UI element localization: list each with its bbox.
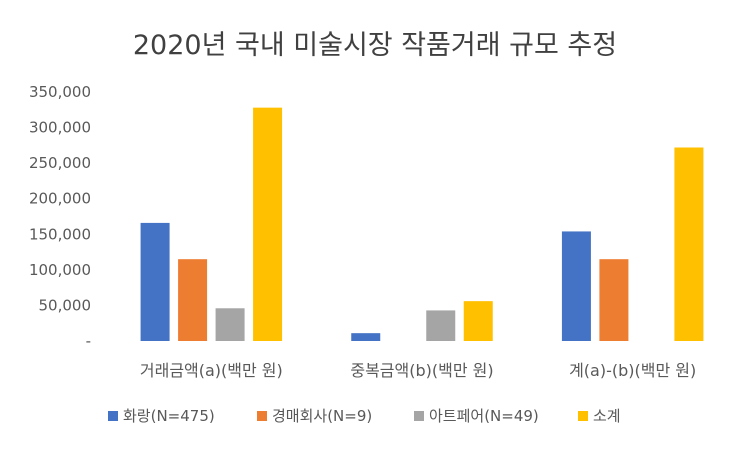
bar-4-1 [253, 107, 283, 341]
chart-title: 2020년 국내 미술시장 작품거래 규모 추정 [133, 30, 617, 61]
legend-label: 소계 [593, 407, 621, 425]
x-axis: 거래금액(a)(백만 원) 중복금액(b)(백만 원) 계(a)-(b)(백만 원) [140, 361, 696, 380]
category-label: 계(a)-(b)(백만 원) [569, 361, 696, 380]
bar-1-2 [351, 333, 381, 341]
bar-2-1 [178, 259, 208, 341]
legend-label: 아트페어(N=49) [429, 407, 539, 425]
category-label: 거래금액(a)(백만 원) [140, 361, 283, 380]
legend-swatch [108, 411, 118, 421]
bar-4-3 [674, 147, 704, 341]
legend-swatch [578, 411, 588, 421]
bar-1-3 [561, 231, 591, 341]
y-tick-label: 200,000 [29, 190, 91, 208]
legend: 화랑(N=475) 경매회사(N=9) 아트페어(N=49) 소계 [108, 407, 621, 425]
bar-3-1 [215, 308, 245, 341]
bar-3-2 [426, 310, 456, 341]
y-tick-label: 100,000 [29, 261, 91, 279]
y-tick-label: 300,000 [29, 119, 91, 137]
y-tick-label: - [86, 332, 91, 350]
y-tick-label: 150,000 [29, 225, 91, 243]
legend-swatch [414, 411, 424, 421]
legend-label: 경매회사(N=9) [272, 407, 372, 425]
legend-label: 화랑(N=475) [123, 407, 215, 425]
y-tick-label: 250,000 [29, 154, 91, 172]
bar-1-1 [140, 222, 170, 341]
y-tick-label: 50,000 [39, 296, 92, 314]
bar-4-2 [463, 301, 493, 341]
bars [140, 107, 704, 341]
y-tick-label: 350,000 [29, 83, 91, 101]
category-label: 중복금액(b)(백만 원) [350, 361, 493, 380]
bar-2-3 [599, 259, 629, 341]
legend-swatch [257, 411, 267, 421]
y-axis: - 50,000 100,000 150,000 200,000 250,000 300,0… [29, 83, 91, 350]
